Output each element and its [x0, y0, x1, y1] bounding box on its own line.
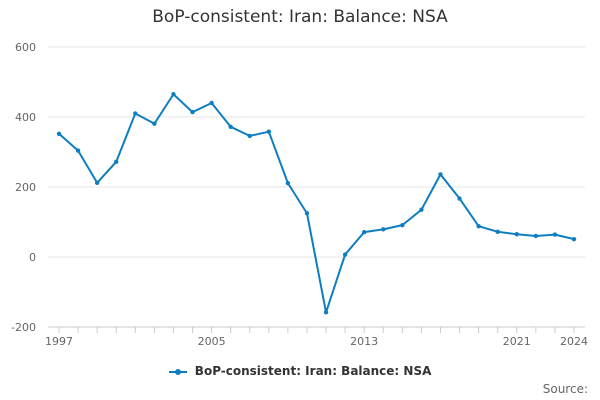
data-point: [75, 148, 81, 153]
data-point: [323, 310, 329, 315]
data-point: [285, 180, 291, 186]
data-point: [419, 207, 424, 212]
y-tick-label: 400: [15, 111, 36, 124]
x-tick-label: 1997: [45, 335, 73, 348]
data-point: [476, 224, 481, 229]
source-label: Source:: [542, 382, 588, 396]
data-point: [495, 229, 500, 234]
data-point: [228, 124, 233, 129]
data-point: [133, 111, 138, 116]
data-point: [171, 92, 176, 97]
x-tick-label: 2005: [198, 335, 226, 348]
data-point: [247, 133, 252, 139]
y-tick-label: -200: [11, 321, 36, 334]
series-group: [56, 92, 577, 315]
data-point: [152, 121, 157, 126]
y-tick-label: 200: [15, 181, 36, 194]
data-point: [457, 196, 462, 201]
data-point: [571, 236, 577, 242]
data-point: [114, 159, 119, 164]
legend-label: BoP-consistent: Iran: Balance: NSA: [194, 364, 432, 378]
chart-title: BoP-consistent: Iran: Balance: NSA: [152, 7, 448, 27]
data-point: [514, 232, 519, 237]
y-tick-label: 600: [15, 41, 36, 54]
data-point: [361, 229, 367, 235]
data-point: [304, 211, 310, 216]
y-axis: 600 400 200 0 -200: [11, 41, 36, 334]
data-point: [381, 227, 386, 232]
data-point: [190, 109, 195, 115]
data-point: [533, 233, 539, 239]
legend[interactable]: BoP-consistent: Iran: Balance: NSA: [0, 364, 600, 378]
x-tick-label: 2013: [350, 335, 378, 348]
x-tick-label: 2021: [503, 335, 531, 348]
series-line: [58, 93, 575, 314]
data-point: [400, 222, 405, 228]
data-point: [342, 252, 348, 257]
y-tick-label: 0: [29, 251, 36, 264]
x-tick-label: 2024: [560, 335, 588, 348]
x-axis: 1997 2005 2013 2021 2024: [45, 326, 588, 348]
data-point: [56, 131, 62, 136]
data-point: [552, 232, 558, 237]
data-point: [266, 129, 272, 134]
data-point: [438, 172, 443, 177]
gridlines: [48, 46, 585, 328]
legend-swatch: [168, 367, 187, 377]
data-point: [209, 100, 214, 106]
data-point: [94, 180, 100, 185]
